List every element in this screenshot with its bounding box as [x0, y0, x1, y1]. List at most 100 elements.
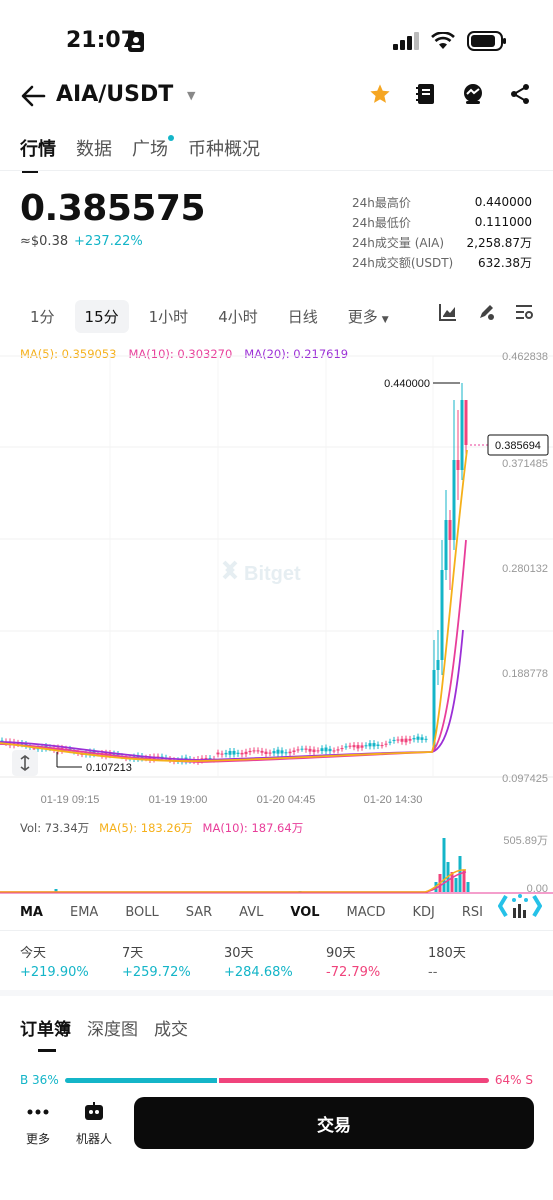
vol-ma10-label: MA(10): 187.64万: [202, 821, 304, 835]
performance-row: 今天 +219.90% 7天 +259.72% 30天 +284.68% 90天 -72…: [20, 942, 530, 980]
candle-body: [384, 743, 388, 745]
ma20-line: [0, 629, 464, 761]
interval-1d[interactable]: 日线: [287, 308, 318, 326]
candle-body: [432, 670, 436, 750]
interval-1m[interactable]: 1分: [30, 308, 55, 326]
candle-body: [32, 748, 36, 750]
ind-boll[interactable]: BOLL: [125, 905, 159, 920]
perf-value: +259.72%: [122, 965, 191, 980]
perf-30d: 30天 +284.68%: [224, 942, 326, 980]
star-icon[interactable]: [369, 83, 391, 105]
ind-rsi[interactable]: RSI: [461, 905, 484, 920]
more-label: 更多: [26, 1132, 51, 1146]
stats-panel: 24h最高价 0.440000 24h最低价 0.111000 24h成交量 (AI…: [352, 192, 532, 272]
book-icon[interactable]: [415, 82, 437, 106]
candle-body: [12, 741, 16, 746]
section-divider: [0, 990, 553, 996]
more-button[interactable]: 更多: [26, 1102, 50, 1147]
chart-type-icon[interactable]: [439, 303, 457, 321]
trend-badge-icon[interactable]: [461, 82, 485, 106]
pair-selector[interactable]: AIA/USDT ▼: [56, 82, 195, 107]
ai-chart-icon[interactable]: [497, 888, 543, 928]
low-marker-text: 0.107213: [86, 762, 132, 774]
tab-trades[interactable]: 成交: [154, 1020, 188, 1040]
perf-today: 今天 +219.90%: [20, 942, 122, 980]
ind-sar[interactable]: SAR: [185, 905, 213, 920]
candle-body: [376, 744, 380, 747]
candle-body: [424, 738, 428, 740]
tab-depth[interactable]: 深度图: [87, 1020, 138, 1040]
vol-axis: 505.89万 0.00: [503, 835, 548, 895]
volume-legend: Vol: 73.34万 MA(5): 183.26万 MA(10): 187.6…: [20, 820, 303, 836]
tab-square[interactable]: 广场: [132, 135, 174, 161]
candle-body: [168, 758, 172, 760]
interval-more[interactable]: 更多 ▼: [338, 300, 399, 333]
ind-ma[interactable]: MA: [20, 905, 43, 920]
scale-toggle-button[interactable]: [12, 750, 38, 776]
candle-body: [340, 748, 344, 750]
candle-body: [344, 746, 348, 748]
ind-vol[interactable]: VOL: [290, 905, 320, 920]
candle-body: [460, 400, 464, 470]
last-price: 0.385575: [20, 188, 206, 229]
more-dots-icon: [27, 1109, 49, 1115]
bottom-actions: 更多 机器人: [26, 1102, 112, 1147]
vol-ma5-label: MA(5): 183.26万: [99, 821, 193, 835]
ma5-label: MA(5): 0.359053: [20, 347, 117, 361]
vol-ma-line: [0, 871, 467, 893]
candle-body: [372, 743, 376, 747]
tab-market[interactable]: 行情: [20, 135, 56, 173]
battery-icon: [467, 31, 506, 51]
candle-body: [220, 753, 224, 755]
candle-body: [248, 750, 252, 753]
ma20-label: MA(20): 0.217619: [244, 347, 349, 361]
candle-body: [240, 752, 244, 755]
candle-body: [316, 750, 320, 752]
indicator-settings-icon[interactable]: [515, 303, 533, 321]
price-change: +237.22%: [74, 234, 143, 249]
vol-ma5-line: [0, 869, 467, 893]
candle-body: [268, 752, 272, 754]
candle-body: [264, 751, 268, 755]
trade-button[interactable]: 交易: [134, 1097, 534, 1149]
back-arrow-icon[interactable]: [20, 84, 46, 112]
ind-avl[interactable]: AVL: [239, 905, 264, 920]
candle-body: [224, 752, 228, 755]
perf-7d: 7天 +259.72%: [122, 942, 224, 980]
interval-4h[interactable]: 4小时: [218, 308, 258, 326]
status-icons: [393, 31, 507, 51]
candle-body: [388, 741, 392, 743]
candle-body: [336, 749, 340, 751]
x-tick: 01-19 09:15: [41, 794, 100, 806]
volume-bar: [434, 882, 438, 892]
buy-ratio-label: B 36%: [20, 1073, 59, 1087]
candle-body: [244, 751, 248, 755]
wifi-icon: [431, 32, 455, 49]
stat-label: 24h最低价: [352, 215, 411, 230]
sell-ratio-label: 64% S: [494, 1073, 533, 1087]
candle-body: [108, 752, 112, 756]
perf-label: 7天: [122, 946, 144, 961]
candle-body: [408, 738, 412, 741]
ind-macd[interactable]: MACD: [346, 905, 386, 920]
tab-data[interactable]: 数据: [76, 139, 112, 160]
tab-orderbook[interactable]: 订单簿: [20, 1015, 71, 1052]
share-icon[interactable]: [509, 83, 531, 105]
ind-ema[interactable]: EMA: [70, 905, 99, 920]
tab-overview[interactable]: 币种概况: [188, 139, 260, 160]
price-chart[interactable]: Bitget 0.462838 0.371485 0.280132 0.1887…: [0, 340, 553, 810]
candle-body: [252, 750, 256, 752]
candle-body: [444, 520, 448, 570]
candle-body: [404, 738, 408, 743]
bot-button[interactable]: 机器人: [76, 1102, 112, 1147]
high-marker: 0.440000: [384, 378, 460, 390]
ind-kdj[interactable]: KDJ: [412, 905, 435, 920]
interval-1h[interactable]: 1小时: [148, 308, 189, 326]
candle-body: [272, 751, 276, 754]
interval-15m[interactable]: 15分: [74, 300, 129, 333]
candle-body: [208, 758, 212, 760]
candle-body: [396, 739, 400, 741]
candle-body: [456, 460, 460, 470]
draw-tool-icon[interactable]: [477, 303, 495, 321]
orderbook-tabs: 订单簿 深度图 成交: [20, 1015, 188, 1052]
